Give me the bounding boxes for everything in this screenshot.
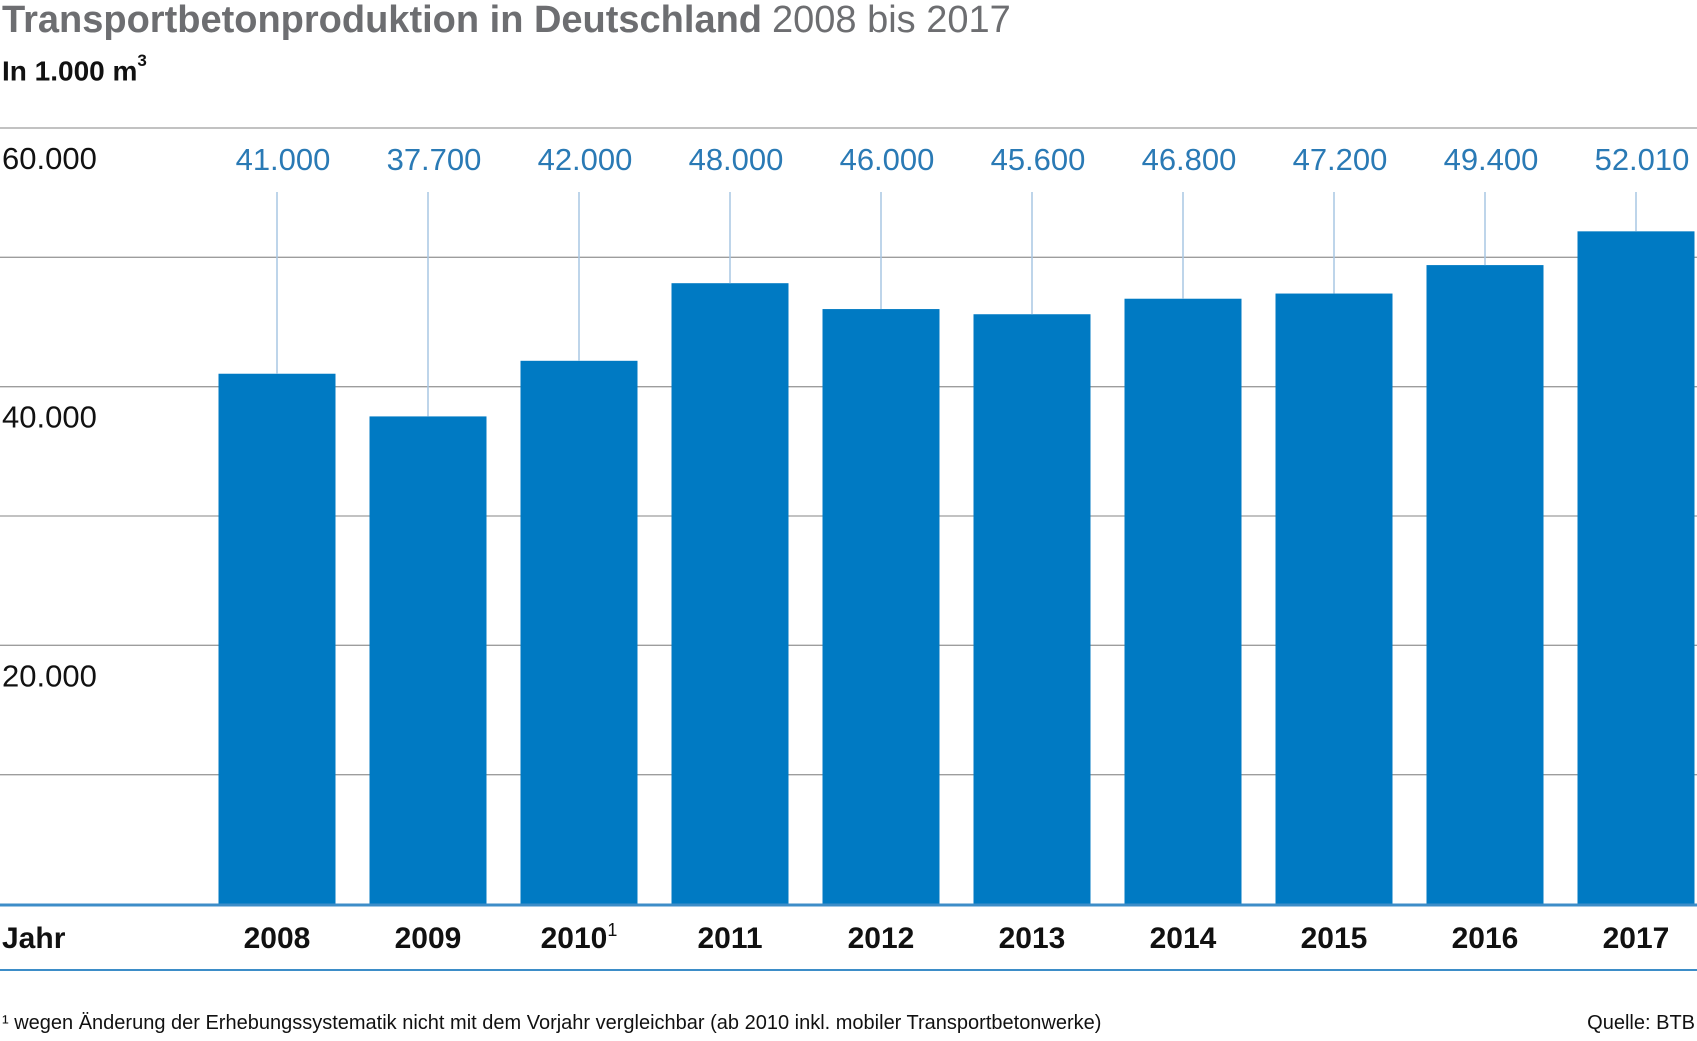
- value-label: 48.000: [689, 142, 784, 177]
- x-tick-labels: Jahr 2008 2009 20101 2011 2012 2013 2014 2015 201…: [2, 920, 1669, 955]
- footnote: ¹ wegen Änderung der Erhebungssystematik…: [2, 1012, 1102, 1034]
- unit-label: In 1.000 m3: [2, 51, 147, 87]
- unit-label-superscript: 3: [137, 51, 147, 70]
- value-label: 49.400: [1444, 142, 1539, 177]
- y-tick-label: 60.000: [2, 141, 97, 176]
- value-label: 37.700: [387, 142, 482, 177]
- x-tick-label: 20101: [541, 920, 618, 955]
- bar-2009: [369, 416, 487, 904]
- bar-2016: [1426, 265, 1544, 904]
- x-tick-label: 2012: [848, 922, 915, 955]
- x-tick-label: 2016: [1452, 922, 1519, 955]
- bar-2014: [1124, 298, 1242, 905]
- value-label: 46.000: [840, 142, 935, 177]
- x-tick-label: 2009: [395, 922, 462, 955]
- y-tick-label: 40.000: [2, 400, 97, 435]
- bar-2012: [822, 309, 940, 905]
- x-tick-label: 2017: [1603, 922, 1670, 955]
- bar-2017: [1577, 231, 1695, 904]
- value-label: 52.010: [1595, 142, 1690, 177]
- y-tick-labels: 20.000 40.000 60.000: [2, 141, 97, 693]
- y-tick-label: 20.000: [2, 658, 97, 693]
- value-label: 45.600: [991, 142, 1086, 177]
- x-tick-label: 2013: [999, 922, 1066, 955]
- bar-chart: 41.000 37.700 42.000 48.000 46.000 45.600 46.8…: [0, 127, 1697, 971]
- bars: [218, 231, 1695, 905]
- value-label: 41.000: [236, 142, 331, 177]
- x-tick-label: 2008: [244, 922, 311, 955]
- value-labels: 41.000 37.700 42.000 48.000 46.000 45.600 46.8…: [236, 142, 1690, 177]
- leader-lines: [276, 192, 1637, 417]
- x-tick-label: 2011: [697, 922, 762, 955]
- bar-2011: [671, 283, 789, 904]
- value-label: 46.800: [1142, 142, 1237, 177]
- value-label: 47.200: [1293, 142, 1388, 177]
- x-axis-label: Jahr: [2, 922, 66, 955]
- chart-title-period: 2008 bis 2017: [772, 0, 1011, 41]
- source-label: Quelle: BTB: [1587, 1012, 1695, 1034]
- value-label: 42.000: [538, 142, 633, 177]
- chart-title: Transportbetonproduktion in Deutschland 2…: [2, 0, 1011, 40]
- bar-2013: [973, 314, 1091, 904]
- x-tick-label: 2014: [1150, 922, 1217, 955]
- bar-2010: [520, 360, 638, 904]
- chart-title-main: Transportbetonproduktion in Deutschland: [2, 0, 762, 41]
- bar-2015: [1275, 293, 1393, 905]
- bar-2008: [218, 373, 336, 904]
- x-tick-label: 2015: [1301, 922, 1368, 955]
- unit-label-text: In 1.000 m: [2, 55, 138, 87]
